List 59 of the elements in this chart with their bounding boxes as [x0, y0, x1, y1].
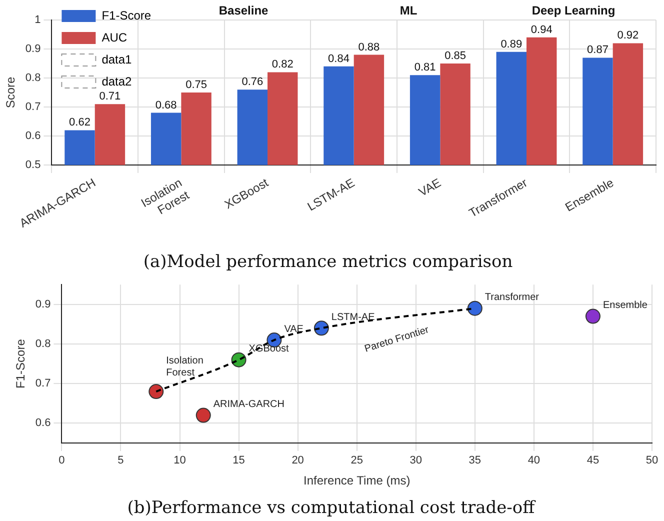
data-label: 0.87 [587, 44, 608, 56]
y-tick-label: 0.9 [35, 298, 51, 310]
y-tick-label: 0.5 [25, 159, 41, 172]
y-tick-label: 1 [34, 14, 41, 26]
legend-label: data1 [102, 52, 132, 66]
data-label: 0.94 [530, 24, 552, 36]
data-label: 0.81 [414, 62, 436, 74]
y-tick-label: 0.6 [25, 130, 41, 142]
data-label: 0.76 [242, 76, 264, 88]
x-tick-label: 0 [58, 454, 65, 467]
annotation: LSTM-AE [331, 312, 376, 323]
annotation: Transformer [484, 292, 540, 304]
data-label: 0.89 [500, 38, 522, 50]
point [148, 384, 164, 400]
y-tick-label: 0.7 [25, 101, 41, 114]
x-tick-label: 35 [468, 454, 482, 467]
x-tick-label: 10 [174, 454, 186, 467]
annotation: Ensemble [602, 300, 648, 312]
x-tick-label: 50 [646, 454, 658, 467]
text: Deep Learning [532, 3, 616, 18]
data-label: 0.88 [358, 41, 380, 54]
annotation: ARIMA-GARCH [213, 399, 284, 410]
data-label: 0.68 [155, 99, 177, 112]
x-tick-label: 15 [232, 454, 245, 467]
x-tick-label: 45 [586, 454, 600, 467]
text: (a)Model performance metrics comparison [143, 252, 513, 272]
data-label: 0.71 [99, 90, 121, 103]
y-axis-title: Score [4, 76, 18, 108]
point [467, 300, 482, 316]
y-tick-label: 0.8 [35, 338, 51, 350]
legend-label: data2 [102, 74, 132, 88]
y-tick-label: 0.7 [35, 378, 51, 390]
data-label: 0.62 [69, 116, 90, 129]
text: ML [400, 3, 418, 18]
legend-label: AUC [102, 30, 128, 44]
x-tick-label: 25 [350, 454, 363, 467]
y-tick-label: 0.9 [25, 43, 41, 56]
x-tick-label: VAE [416, 176, 444, 200]
data-label: 0.75 [186, 79, 208, 92]
data-label: 0.85 [444, 50, 466, 62]
x-tick-label: 30 [410, 454, 422, 467]
point [585, 308, 600, 324]
x-tick-label: 40 [528, 454, 540, 467]
point [196, 408, 211, 423]
annotation: Isolation Forest [166, 355, 204, 378]
data-label: 0.84 [328, 52, 350, 65]
x-tick-label: 5 [118, 454, 124, 467]
legend-label: F1-Score [102, 8, 152, 22]
y-axis-title: F1-Score [14, 338, 28, 388]
data-label: 0.82 [272, 58, 294, 71]
y-tick-label: 0.8 [25, 72, 41, 84]
annotation: VAE [284, 324, 304, 335]
x-tick-label: 20 [292, 454, 304, 467]
y-tick-label: 0.6 [35, 417, 51, 430]
x-axis-title: Inference Time (ms) [303, 474, 410, 488]
text: (b)Performance vs computational cost trade-off [127, 498, 537, 518]
data-label: 0.92 [617, 30, 639, 42]
text: Pareto Frontier [363, 324, 431, 355]
text: Baseline [218, 3, 269, 18]
